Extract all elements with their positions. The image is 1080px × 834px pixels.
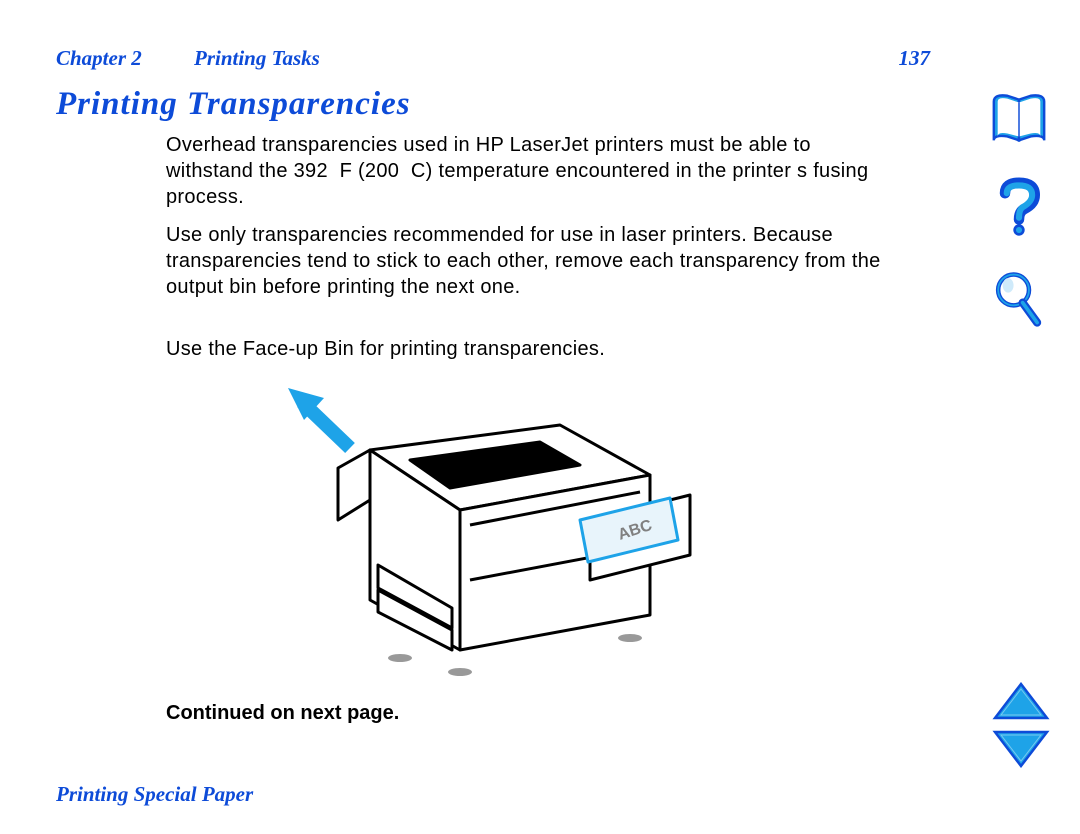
document-page: Chapter 2 Printing Tasks 137 Printing Tr… — [0, 0, 1080, 834]
question-icon — [991, 177, 1047, 241]
search-button[interactable] — [986, 266, 1052, 332]
help-button[interactable] — [986, 176, 1052, 242]
prev-page-button[interactable] — [991, 682, 1051, 722]
book-icon — [988, 88, 1050, 150]
page-nav — [986, 676, 1056, 774]
printer-illustration: ABC — [260, 380, 740, 680]
paragraph-3: Use the Face-up Bin for printing transpa… — [166, 336, 886, 362]
contents-button[interactable] — [986, 86, 1052, 152]
continued-notice: Continued on next page. — [166, 702, 399, 725]
paragraph-2: Use only transparencies recommended for … — [166, 222, 886, 300]
chapter-title: Printing Tasks — [194, 46, 320, 71]
paragraph-1: Overhead transparencies used in HP Laser… — [166, 132, 886, 210]
nav-sidebar — [986, 86, 1056, 356]
section-heading: Printing Transparencies — [56, 86, 411, 123]
magnifier-icon — [990, 266, 1048, 332]
footer-section-path: Printing Special Paper — [56, 782, 253, 807]
page-number: 137 — [899, 46, 931, 71]
next-page-button[interactable] — [991, 728, 1051, 768]
chapter-label: Chapter 2 — [56, 46, 142, 71]
